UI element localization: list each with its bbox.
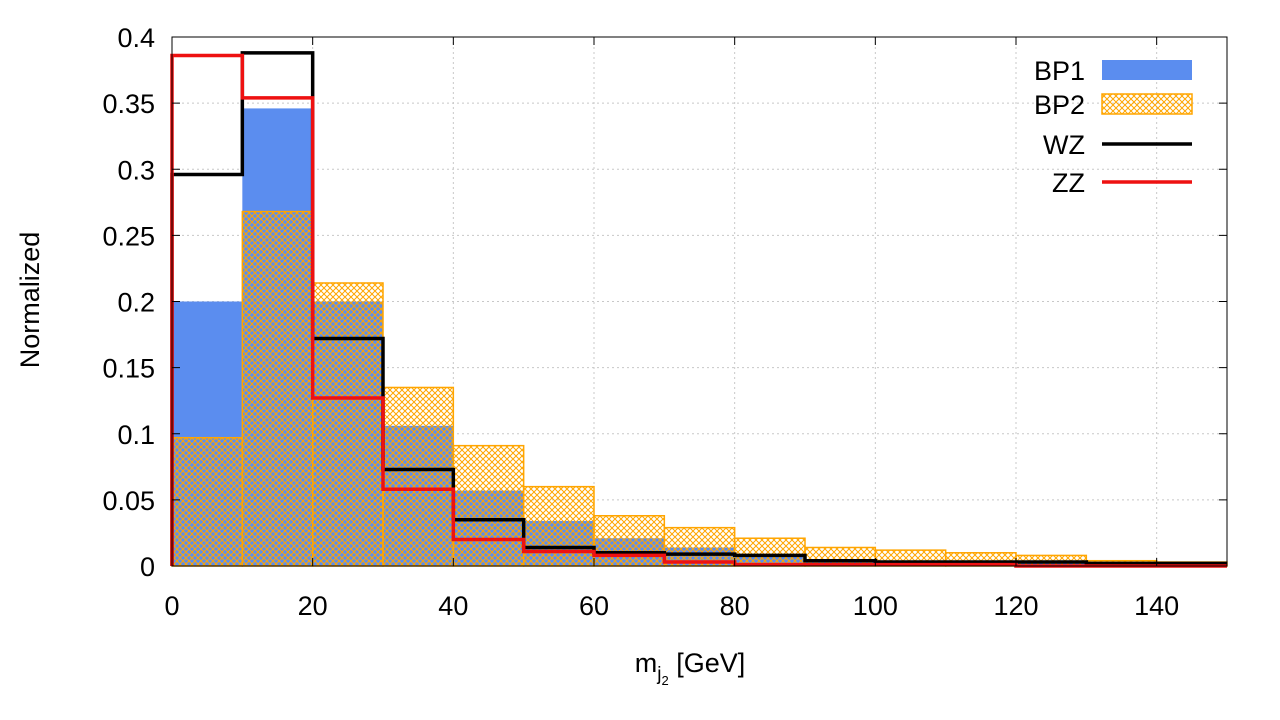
legend-label-bp2: BP2 [1034, 90, 1085, 120]
y-tick-label: 0.15 [102, 354, 155, 384]
y-tick-label: 0 [140, 552, 155, 582]
bp2-bar [171, 436, 244, 567]
y-tick-label: 0.25 [102, 221, 155, 251]
bp2-bar [733, 537, 806, 567]
bp2-bar [311, 282, 384, 567]
y-tick-label: 0.4 [117, 23, 155, 53]
y-tick-label: 0.2 [117, 288, 155, 318]
legend-label-bp1: BP1 [1034, 56, 1085, 86]
x-tick-label: 40 [438, 591, 468, 621]
legend-label-wz: WZ [1043, 130, 1085, 160]
x-tick-label: 120 [993, 591, 1038, 621]
y-tick-label: 0.1 [117, 420, 155, 450]
x-tick-label: 140 [1134, 591, 1179, 621]
y-tick-label: 0.35 [102, 89, 155, 119]
bp2-bar [593, 514, 666, 567]
step-lines [170, 51, 1227, 568]
series-bp2 [171, 210, 1228, 567]
x-tick-label: 60 [579, 591, 609, 621]
legend: BP1 BP2 WZ ZZ [1034, 56, 1193, 198]
step-line-zz [170, 53, 1227, 568]
y-tick-label: 0.05 [102, 486, 155, 516]
y-tick-label: 0.3 [117, 155, 155, 185]
x-tick-label: 100 [853, 591, 898, 621]
bp2-bar [522, 485, 595, 567]
x-tick-label: 20 [298, 591, 328, 621]
bp2-bar [382, 386, 455, 567]
x-axis-label: mj2 [GeV] [635, 648, 746, 688]
legend-label-zz: ZZ [1052, 168, 1085, 198]
y-axis-label: Normalized [15, 232, 45, 369]
bp2-bar [663, 526, 736, 567]
x-tick-label: 80 [720, 591, 750, 621]
legend-swatch-bp1 [1102, 60, 1192, 80]
bp2-bar [452, 444, 525, 567]
bp2-bar [241, 210, 314, 567]
legend-swatch-bp2 [1101, 93, 1193, 115]
x-tick-label: 0 [164, 591, 179, 621]
axis-ticks: 0 20 40 60 80 100 120 140 0 0.05 0.1 0.15 0.2 0.25 0.3… [102, 23, 1227, 621]
